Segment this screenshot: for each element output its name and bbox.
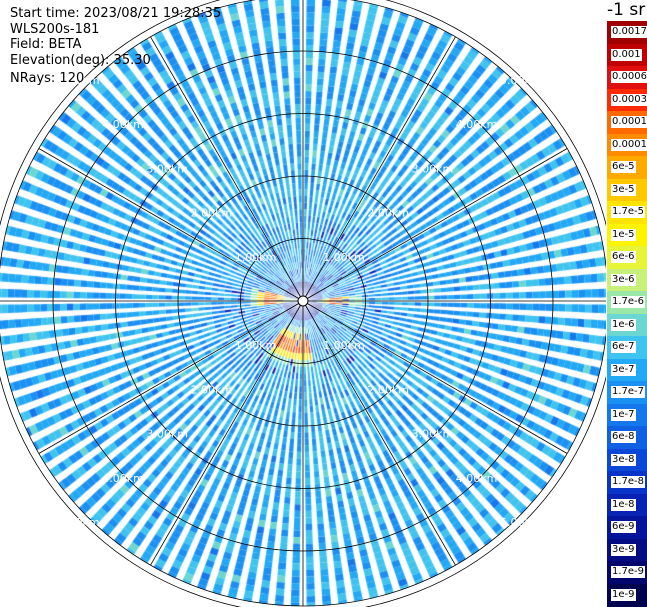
range-ring-label: 5.00km — [58, 516, 100, 529]
lidar-location-marker — [297, 295, 309, 307]
colorbar-label: 1e-6 — [611, 318, 636, 331]
azimuth-spoke — [38, 300, 304, 454]
colorbar-title: -1 sr — [607, 0, 646, 20]
colorbar-label: 6e-5 — [611, 161, 636, 173]
colorbar-label: 0.0017 — [611, 26, 647, 38]
range-ring-label: 2.00km — [367, 383, 409, 396]
azimuth-spoke — [38, 148, 304, 302]
range-ring-label: 1.00km — [235, 339, 277, 352]
colorbar-label: 6e-7 — [611, 341, 636, 353]
colorbar-label: 1e-9 — [611, 588, 636, 601]
colorbar-label: 1.7e-8 — [611, 476, 646, 488]
range-ring-label: 2.00km — [367, 207, 409, 220]
range-ring-label: 2.00km — [191, 383, 233, 396]
azimuth-spoke — [302, 300, 456, 566]
range-ring-label: 3.00km — [146, 428, 188, 441]
colorbar-label: 3e-7 — [611, 363, 636, 376]
field-label: Field: BETA — [10, 37, 82, 52]
range-ring-label: 1.00km — [323, 339, 365, 352]
colorbar-label: 1.7e-6 — [611, 296, 646, 308]
range-ring-label: 1.00km — [235, 251, 277, 264]
colorbar-label: 6e-9 — [611, 521, 636, 533]
instrument-label: WLS200s-181 — [10, 22, 100, 37]
range-ring-label: 2.00km — [191, 207, 233, 220]
colorbar-label: 1e-8 — [611, 498, 636, 511]
azimuth-spoke — [302, 36, 456, 302]
colorbar-label: 0.0003 — [611, 93, 647, 106]
colorbar-label: 1.7e-7 — [611, 386, 646, 398]
azimuth-spoke — [150, 36, 304, 302]
colorbar-label: 1.7e-5 — [611, 206, 646, 218]
range-ring-label: 3.00km — [412, 428, 454, 441]
colorbar-label: 0.0006 — [611, 71, 647, 83]
colorbar-label: 3e-8 — [611, 453, 636, 466]
range-ring-label: 5.00km — [58, 74, 100, 87]
range-ring-label: 4.00km — [102, 472, 144, 485]
nrays-label: NRays: 120 — [10, 71, 85, 86]
colorbar-label: 0.0001 — [611, 138, 647, 151]
colorbar-label: 1.7e-9 — [611, 566, 646, 578]
colorbar-label: 1e-7 — [611, 408, 636, 421]
range-ring-label: 5.00km — [500, 74, 542, 87]
azimuth-spoke — [302, 148, 568, 302]
range-ring-label: 4.00km — [102, 118, 144, 131]
range-ring-label: 4.00km — [456, 118, 498, 131]
elevation-label: Elevation(deg): 35.30 — [10, 53, 151, 68]
colorbar-label: 3e-5 — [611, 183, 636, 196]
range-ring-label: 3.00km — [146, 162, 188, 175]
range-ring-overlay: 1.00km 1.00km 1.00km 1.00km 2.00km 2.00km 2.00… — [0, 0, 606, 607]
range-ring-label: 5.00km — [500, 516, 542, 529]
azimuth-spoke — [302, 300, 568, 454]
range-ring-label: 4.00km — [456, 472, 498, 485]
colorbar-label: 6e-6 — [611, 251, 636, 263]
range-ring-label: 3.00km — [412, 162, 454, 175]
range-ring-label: 1.00km — [323, 251, 365, 264]
colorbar-label: 0.00017 — [611, 116, 647, 128]
start-time-label: Start time: 2023/08/21 19:28:35 — [10, 6, 222, 21]
colorbar-label: 1e-5 — [611, 228, 636, 241]
colorbar-label: 3e-6 — [611, 273, 636, 286]
colorbar-label: 3e-9 — [611, 543, 636, 556]
azimuth-spoke — [150, 300, 304, 566]
colorbar-label: 6e-8 — [611, 431, 636, 443]
colorbar-label: 0.001 — [611, 48, 642, 61]
